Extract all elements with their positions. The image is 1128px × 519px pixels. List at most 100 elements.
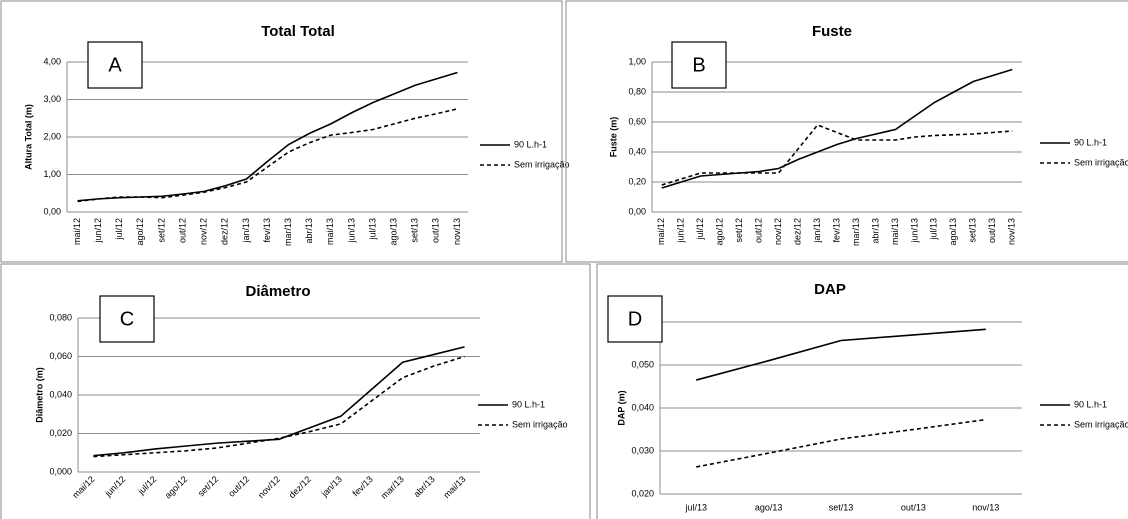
y-tick-label: 0,00: [628, 206, 646, 216]
y-axis-label: Altura Total (m): [23, 104, 33, 170]
x-tick-label: out/13: [987, 218, 997, 243]
y-tick-label: 0,040: [631, 402, 654, 412]
x-tick-label: ago/13: [389, 218, 399, 246]
y-tick-label: 0,020: [49, 428, 72, 438]
series-line: [661, 68, 1013, 189]
x-tick-label: nov/12: [199, 218, 209, 245]
x-tick-label: jul/13: [367, 218, 377, 241]
x-tick-label: ago/13: [755, 502, 783, 512]
x-tick-label: mai/12: [656, 218, 666, 245]
x-tick-label: dez/12: [220, 218, 230, 245]
y-tick-label: 0,060: [49, 351, 72, 361]
x-tick-label: nov/12: [773, 218, 783, 245]
x-tick-label: mai/12: [70, 474, 96, 500]
x-tick-label: fev/13: [350, 474, 374, 498]
x-tick-label: jun/13: [909, 218, 919, 244]
series-line: [696, 418, 986, 468]
x-tick-label: jun/13: [346, 218, 356, 244]
x-tick-label: jul/12: [695, 218, 705, 241]
x-tick-label: fev/13: [831, 218, 841, 243]
panel-letter: A: [108, 54, 122, 76]
x-tick-label: set/12: [734, 218, 744, 243]
y-tick-label: 0,030: [631, 445, 654, 455]
series-line: [695, 328, 986, 381]
x-tick-label: mar/13: [283, 218, 293, 246]
x-tick-label: jun/12: [676, 218, 686, 244]
series-line: [77, 108, 458, 203]
x-tick-label: ago/12: [163, 474, 190, 501]
chart-title: Total Total: [261, 23, 335, 40]
x-tick-label: jul/12: [135, 474, 158, 497]
y-tick-label: 0,60: [628, 116, 646, 126]
x-tick-label: out/13: [901, 502, 926, 512]
panel-border: [596, 263, 1128, 519]
x-tick-label: mai/12: [72, 218, 82, 245]
x-tick-label: mai/13: [325, 218, 335, 245]
series-line: [661, 124, 1013, 186]
panel-border: [0, 0, 563, 263]
x-tick-label: mar/13: [379, 474, 406, 501]
chart-title: Diâmetro: [245, 283, 310, 300]
x-tick-label: jan/13: [241, 218, 251, 244]
x-tick-label: out/12: [753, 218, 763, 243]
x-tick-label: jun/12: [93, 218, 103, 244]
y-tick-label: 0,020: [631, 488, 654, 498]
panel-letter-box: [607, 295, 663, 343]
x-tick-label: nov/12: [256, 474, 282, 500]
x-tick-label: out/12: [177, 218, 187, 243]
legend-label: 90 L.h-1: [512, 399, 545, 409]
y-tick-label: 1,00: [43, 169, 61, 179]
legend-label: 90 L.h-1: [1074, 399, 1107, 409]
x-tick-label: jan/13: [812, 218, 822, 244]
chart-title: Fuste: [812, 23, 852, 40]
x-tick-label: jun/12: [102, 474, 127, 499]
x-tick-label: jul/12: [114, 218, 124, 241]
y-tick-label: 2,00: [43, 131, 61, 141]
y-tick-label: 0,80: [628, 86, 646, 96]
x-tick-label: set/13: [829, 502, 854, 512]
x-tick-label: mar/13: [851, 218, 861, 246]
x-tick-label: mai/13: [441, 474, 467, 500]
panel-border: [0, 263, 591, 519]
x-tick-label: ago/12: [135, 218, 145, 246]
y-tick-label: 1,00: [628, 56, 646, 66]
x-tick-label: set/13: [968, 218, 978, 243]
x-tick-label: out/13: [431, 218, 441, 243]
y-tick-label: 0,050: [631, 359, 654, 369]
x-tick-label: jan/13: [319, 474, 344, 499]
x-tick-label: fev/13: [262, 218, 272, 243]
chart-title: DAP: [814, 281, 846, 298]
panel-letter: C: [120, 308, 134, 330]
x-tick-label: nov/13: [1007, 218, 1017, 245]
x-tick-label: mai/13: [890, 218, 900, 245]
x-tick-label: dez/12: [287, 474, 313, 500]
panel-letter-box: [87, 41, 143, 89]
y-axis-label: Fuste (m): [608, 117, 618, 158]
x-tick-label: jul/13: [684, 502, 707, 512]
y-axis-label: DAP (m): [616, 390, 626, 425]
x-tick-label: abr/13: [304, 218, 314, 244]
x-tick-label: set/12: [156, 218, 166, 243]
y-tick-label: 0,40: [628, 146, 646, 156]
x-tick-label: jul/13: [929, 218, 939, 241]
legend-label: 90 L.h-1: [514, 139, 547, 149]
panel-border: [565, 0, 1128, 263]
series-line: [93, 355, 465, 458]
legend-label: Sem irrigação: [1074, 157, 1128, 167]
y-tick-label: 0,00: [43, 206, 61, 216]
x-tick-label: nov/13: [452, 218, 462, 245]
legend-label: Sem irrigação: [512, 419, 568, 429]
y-tick-label: 4,00: [43, 56, 61, 66]
legend-label: Sem irrigação: [514, 159, 570, 169]
y-tick-label: 0,040: [49, 389, 72, 399]
x-tick-label: set/13: [410, 218, 420, 243]
x-tick-label: abr/13: [412, 474, 437, 499]
x-tick-label: set/12: [196, 474, 220, 498]
x-tick-label: dez/12: [792, 218, 802, 245]
panel-letter: D: [628, 308, 642, 330]
y-axis-label: Diâmetro (m): [34, 367, 44, 423]
x-tick-label: nov/13: [972, 502, 999, 512]
series-line: [93, 346, 465, 457]
y-tick-label: 3,00: [43, 94, 61, 104]
